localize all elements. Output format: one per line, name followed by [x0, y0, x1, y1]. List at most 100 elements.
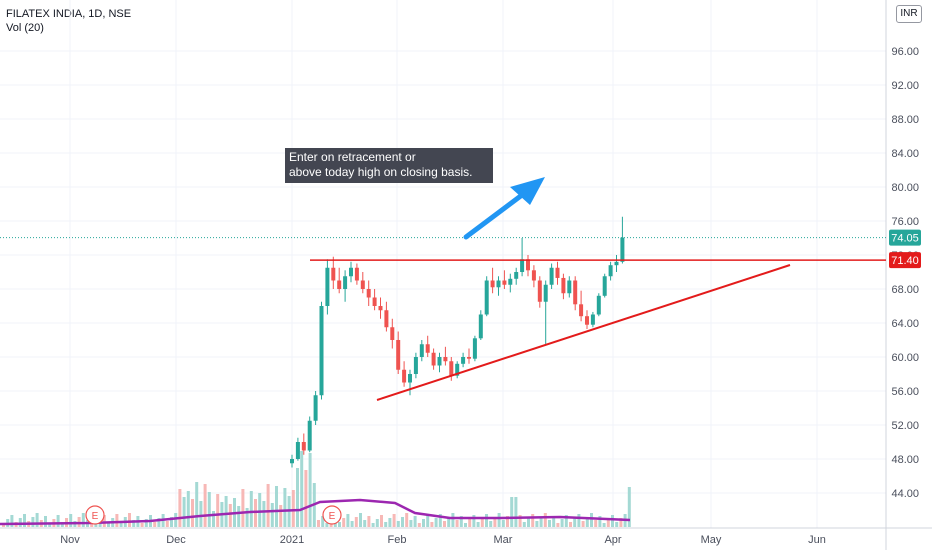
volume-bar [199, 501, 203, 527]
volume-bar [144, 519, 148, 527]
candle-body [360, 280, 365, 289]
volume-bar [531, 514, 535, 527]
candle-body [602, 276, 607, 296]
volume-bar [178, 489, 182, 527]
volume-bar [560, 519, 564, 527]
candle-body [596, 295, 601, 315]
volume-bar [266, 484, 270, 527]
resistance-price-badge [889, 252, 921, 269]
last-price-badge-label: 74.05 [891, 233, 919, 245]
volume-bar [573, 518, 577, 527]
candle-body [543, 284, 548, 302]
currency-button[interactable]: INR [896, 5, 922, 23]
candle-body [590, 314, 595, 325]
volume-bar [527, 518, 530, 527]
candle-body [372, 297, 377, 306]
candle-body [478, 314, 483, 339]
volume-bar [195, 482, 199, 527]
volume-bar [291, 490, 295, 527]
volume-bar [388, 518, 392, 527]
volume-bar [581, 521, 585, 527]
x-tick-label: Apr [604, 534, 621, 546]
volume-bar [417, 523, 421, 527]
volume-bar [35, 513, 39, 527]
volume-bar [157, 518, 161, 527]
volume-bar [18, 518, 22, 527]
volume-bar [426, 515, 430, 527]
volume-bar [569, 522, 572, 527]
volume-bar [405, 513, 409, 527]
candle-body [449, 361, 454, 376]
volume-bar [384, 522, 388, 527]
candle-body [319, 306, 324, 396]
candle-body [425, 344, 430, 353]
candle-body [443, 357, 448, 362]
volume-bar [611, 515, 614, 527]
y-tick-label: 44.00 [891, 488, 919, 500]
volume-bar [443, 521, 446, 527]
volume-bar [56, 515, 60, 527]
candle-body [390, 327, 395, 340]
annotation-box[interactable]: Enter on retracement or above today high… [285, 148, 493, 183]
y-tick-label: 80.00 [891, 182, 919, 194]
y-tick-label: 60.00 [891, 352, 919, 364]
volume-bar [590, 513, 593, 527]
volume-bar [606, 519, 610, 527]
volume-bar [10, 515, 14, 527]
volume-bar [485, 514, 488, 527]
volume-bar [342, 518, 346, 527]
volume-bar [249, 491, 253, 527]
volume-bar [216, 494, 220, 527]
volume-bar [472, 515, 476, 527]
candle-body [325, 267, 330, 306]
y-tick-label: 84.00 [891, 148, 919, 160]
candle-body [573, 280, 578, 305]
candle-body [537, 280, 542, 302]
volume-bar [594, 520, 598, 527]
volume-bar [132, 520, 136, 527]
volume-bar [401, 517, 404, 527]
volume-bar [476, 522, 480, 527]
x-tick-label: May [701, 534, 722, 546]
candle-body [620, 237, 625, 262]
volume-bar [459, 516, 463, 527]
volume-bar [182, 497, 186, 527]
candle-body [313, 395, 318, 421]
volume-bar [321, 516, 325, 527]
earnings-marker-label: E [92, 511, 99, 522]
volume-bar [409, 520, 413, 527]
y-tick-label: 88.00 [891, 114, 919, 126]
volume-ma-line [0, 498, 631, 526]
volume-bar [304, 470, 308, 527]
volume-bar [207, 492, 211, 527]
candle-body [413, 357, 418, 374]
candle-body [437, 357, 442, 366]
volume-bar [354, 517, 358, 527]
earnings-marker-label: E [329, 511, 336, 522]
volume-bar [140, 523, 144, 527]
volume-bar [308, 453, 312, 527]
volume-bar [413, 516, 417, 527]
volume-bar [619, 518, 623, 527]
up-arrow-head [510, 177, 545, 205]
y-tick-label: 64.00 [891, 318, 919, 330]
volume-bar [338, 522, 341, 527]
y-tick-label: 92.00 [891, 80, 919, 92]
earnings-marker [322, 505, 342, 525]
candle-body [354, 267, 359, 281]
candle-body [484, 280, 489, 315]
volume-bar [275, 486, 278, 527]
volume-bar [392, 514, 396, 527]
volume-indicator-label[interactable]: Vol (20) [6, 22, 44, 34]
volume-bar [543, 513, 547, 527]
candle-body [295, 442, 300, 459]
x-tick-label: 2021 [280, 534, 304, 546]
volume-bar [548, 520, 551, 527]
y-tick-label: 52.00 [891, 420, 919, 432]
y-tick-label: 48.00 [891, 454, 919, 466]
candle-body [490, 280, 495, 288]
x-tick-label: Nov [60, 534, 80, 546]
volume-bar [317, 520, 320, 527]
volume-bar [81, 513, 85, 527]
